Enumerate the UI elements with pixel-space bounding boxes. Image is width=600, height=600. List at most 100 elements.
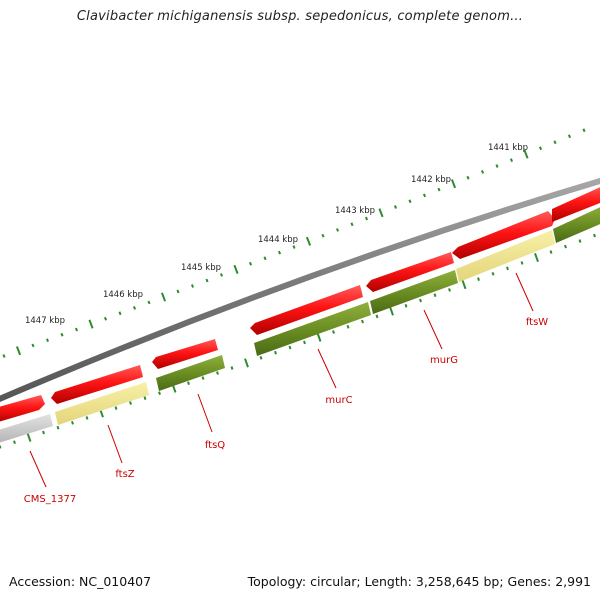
outer-scale-minor-tick xyxy=(509,158,514,162)
forward-gene-3[interactable] xyxy=(152,339,218,369)
outer-scale-minor-tick xyxy=(147,300,151,305)
outer-scale-minor-tick xyxy=(248,261,253,266)
outer-scale-minor-tick xyxy=(176,289,180,294)
reverse-gene-ftsQ[interactable] xyxy=(156,355,225,391)
inner-scale-minor-tick xyxy=(187,381,190,386)
scale-label: 1442 kbp xyxy=(411,175,451,185)
outer-scale-minor-tick xyxy=(263,256,267,261)
outer-scale-minor-tick xyxy=(2,354,6,358)
outer-scale-minor-tick xyxy=(422,193,427,198)
genome-backbone xyxy=(0,177,600,402)
inner-scale-minor-tick xyxy=(114,406,118,410)
reverse-gene-olive-3[interactable] xyxy=(553,205,600,243)
inner-scale-minor-tick xyxy=(404,303,408,308)
inner-scale-minor-tick xyxy=(520,261,524,265)
outer-scale-minor-tick xyxy=(321,233,325,238)
outer-scale-minor-tick xyxy=(292,245,296,249)
outer-scale-minor-tick xyxy=(350,222,354,227)
inner-scale-minor-tick xyxy=(549,250,553,254)
outer-scale-minor-tick xyxy=(364,216,369,221)
reverse-strand-genes xyxy=(0,205,600,444)
reverse-gene-murG-olive[interactable] xyxy=(370,270,458,314)
scale-label: 1446 kbp xyxy=(103,290,143,300)
inner-scale-minor-tick xyxy=(216,371,219,375)
outer-scale-major-tick xyxy=(378,208,384,218)
gene-label-murC[interactable]: murC xyxy=(325,395,352,406)
gene-label-ftsW[interactable]: ftsW xyxy=(526,317,548,328)
outer-scale-major-tick xyxy=(88,319,94,329)
inner-scale-major-tick xyxy=(316,332,322,342)
gene-label-ftsQ[interactable]: ftsQ xyxy=(205,440,225,451)
inner-scale-minor-tick xyxy=(56,425,60,430)
inner-scale-minor-tick xyxy=(375,314,379,319)
forward-gene-6[interactable] xyxy=(452,211,555,259)
inner-scale-minor-tick xyxy=(578,239,582,243)
inner-scale-minor-tick xyxy=(332,330,335,334)
reverse-gene-murC[interactable] xyxy=(254,302,371,356)
forward-gene-7[interactable] xyxy=(552,185,600,222)
forward-gene-2[interactable] xyxy=(51,365,143,404)
inner-scale-minor-tick xyxy=(288,345,292,350)
reverse-gene-pale-2[interactable] xyxy=(456,230,555,282)
inner-scale-minor-tick xyxy=(433,293,437,298)
outer-scale-minor-tick xyxy=(466,175,470,180)
inner-scale-minor-tick xyxy=(593,233,596,238)
outer-scale-minor-tick xyxy=(335,228,340,232)
outer-scale-minor-tick xyxy=(277,250,282,255)
scale-label: 1447 kbp xyxy=(25,316,65,326)
gene-label-CMS_1377[interactable]: CMS_1377 xyxy=(24,494,76,505)
inner-scale-minor-tick xyxy=(85,416,89,420)
inner-scale-major-tick xyxy=(244,358,249,368)
inner-scale-minor-tick xyxy=(259,355,263,360)
gene-leader-ftsZ xyxy=(107,424,123,464)
gene-leader-ftsW xyxy=(515,272,534,312)
gene-label-murG[interactable]: murG xyxy=(430,355,458,366)
inner-scale-minor-tick xyxy=(143,396,147,401)
gene-leader-CMS_1377 xyxy=(29,450,47,488)
outer-scale-major-tick xyxy=(523,149,529,159)
reverse-gene-ftsZ[interactable] xyxy=(55,382,149,425)
outer-scale-minor-tick xyxy=(480,170,485,174)
inner-scale-ticks xyxy=(0,233,596,449)
forward-gene-5[interactable] xyxy=(366,252,454,292)
map-title: Clavibacter michiganensis subsp. sepedon… xyxy=(76,9,524,24)
inner-scale-minor-tick xyxy=(346,324,350,329)
outer-scale-minor-tick xyxy=(437,187,441,192)
inner-scale-minor-tick xyxy=(506,266,509,271)
outer-scale-minor-tick xyxy=(393,205,398,209)
forward-strand-genes xyxy=(0,185,600,423)
reverse-gene-grey[interactable] xyxy=(0,414,53,444)
accession-text: Accession: NC_010407 xyxy=(9,574,152,589)
outer-scale-major-tick xyxy=(450,179,457,189)
gene-leader-ftsQ xyxy=(197,393,213,433)
outer-scale-minor-tick xyxy=(103,316,108,321)
backbone-line xyxy=(0,177,600,402)
inner-scale-major-tick xyxy=(26,432,32,442)
inner-scale-minor-tick xyxy=(303,340,306,345)
outer-scale-minor-tick xyxy=(219,273,224,277)
outer-scale-minor-tick xyxy=(45,338,50,342)
gene-leader-murC xyxy=(317,348,337,389)
outer-scale-major-tick xyxy=(160,292,167,302)
scale-label: 1444 kbp xyxy=(258,235,298,245)
outer-scale-minor-tick xyxy=(538,146,543,151)
outer-scale-minor-tick xyxy=(205,278,209,283)
forward-gene-1[interactable] xyxy=(0,395,45,423)
inner-scale-minor-tick xyxy=(361,319,364,324)
inner-scale-major-tick xyxy=(389,306,394,316)
scale-label: 1445 kbp xyxy=(181,263,221,273)
outer-scale-minor-tick xyxy=(74,327,79,332)
inner-scale-minor-tick xyxy=(477,277,480,282)
scale-label: 1441 kbp xyxy=(488,143,528,153)
inner-scale-minor-tick xyxy=(0,445,2,449)
inner-scale-minor-tick xyxy=(129,401,132,405)
forward-gene-4[interactable] xyxy=(250,285,363,335)
inner-scale-minor-tick xyxy=(201,376,205,380)
inner-scale-minor-tick xyxy=(491,271,495,276)
genome-summary-text: Topology: circular; Length: 3,258,645 bp… xyxy=(247,574,591,589)
outer-scale-major-tick xyxy=(233,264,239,274)
inner-scale-minor-tick xyxy=(419,298,422,303)
inner-scale-minor-tick xyxy=(564,244,567,249)
gene-label-ftsZ[interactable]: ftsZ xyxy=(115,469,134,480)
